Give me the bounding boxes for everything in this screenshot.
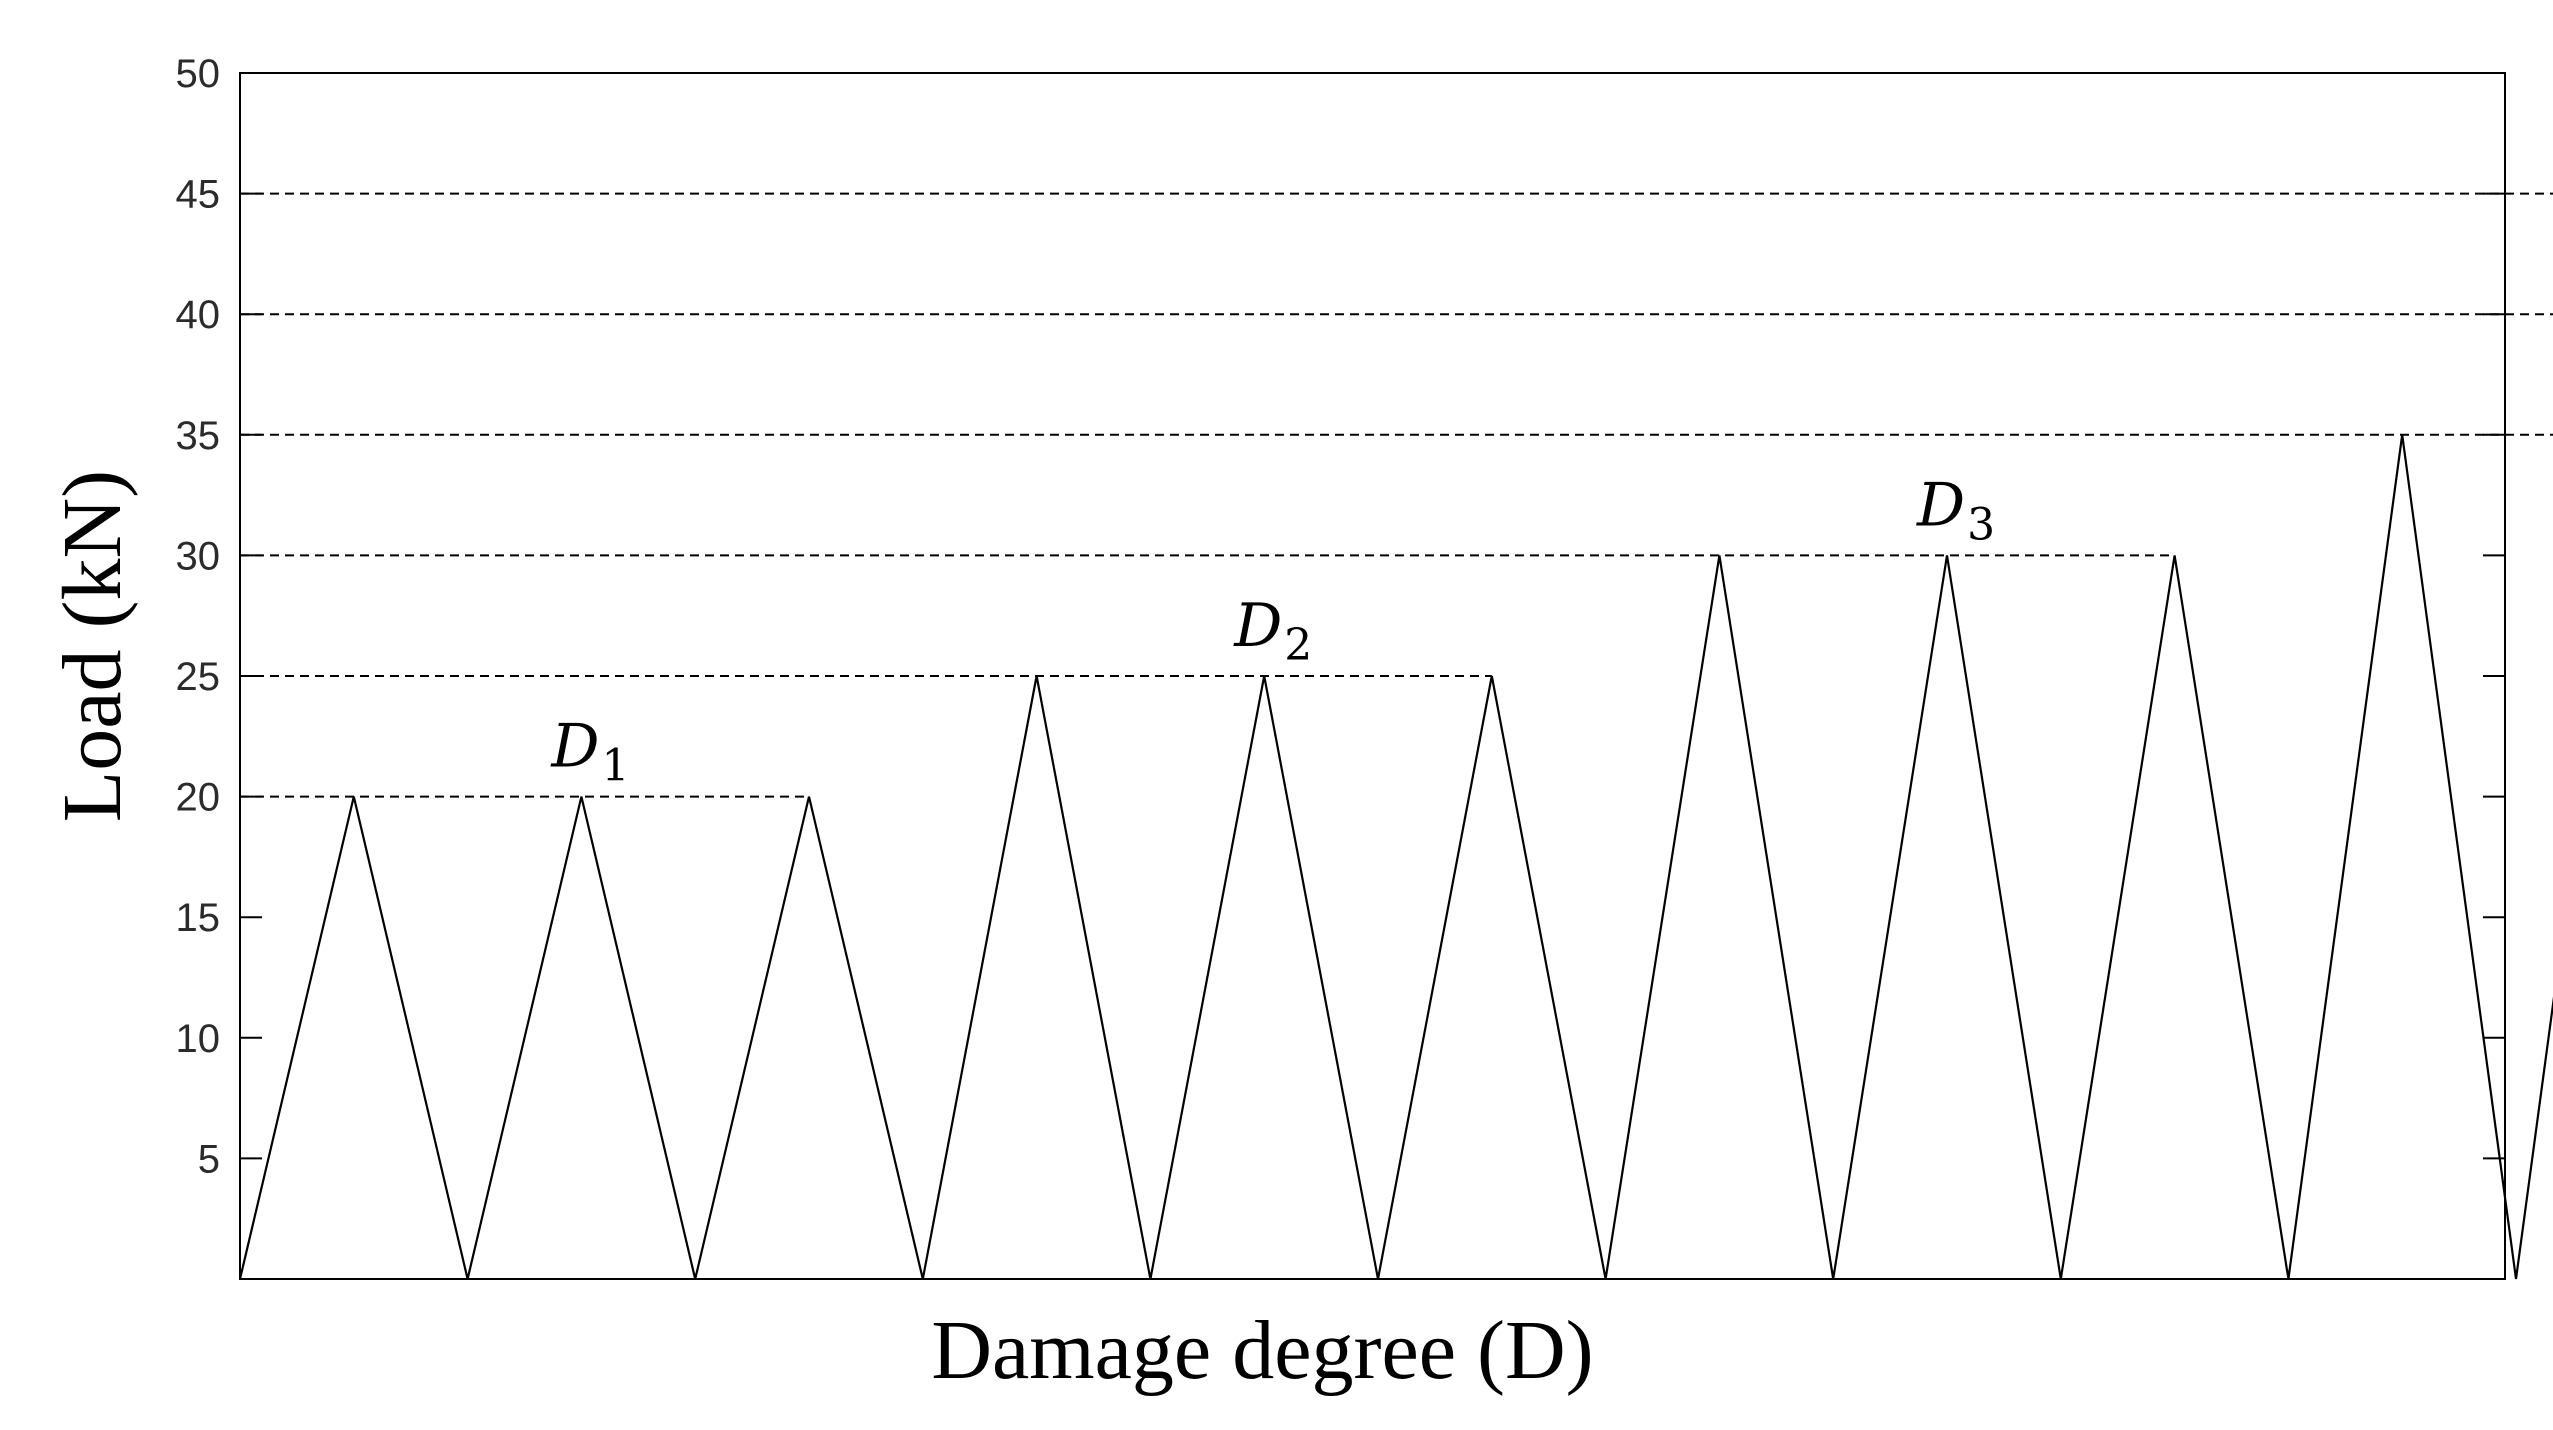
y-tick-label-45: 45	[176, 173, 221, 217]
y-tick-label-20: 20	[176, 776, 221, 820]
y-tick-label-40: 40	[176, 293, 221, 337]
plot-frame	[239, 72, 2506, 1280]
damage-label-subscript-1: 1	[602, 741, 630, 792]
reference-lines	[240, 192, 2553, 798]
x-axis-title: Damage degree (D)	[931, 1304, 1593, 1397]
y-tick-label-30: 30	[176, 534, 221, 578]
y-tick-label-35: 35	[176, 414, 221, 458]
y-axis-title: Load (kN)	[46, 470, 139, 822]
damage-labels: D1D2D3D4D5D6	[550, 470, 1995, 792]
y-tick-label-10: 10	[176, 1017, 221, 1061]
series-layer	[238, 434, 2553, 1280]
y-axis-ticks: 5 10 15 20 25 30 35 40 45 50	[176, 52, 2505, 1181]
y-tick-label-15: 15	[176, 896, 221, 940]
damage-label-2: D2	[1233, 591, 1312, 671]
y-tick-label-50: 50	[176, 52, 221, 96]
damage-label-subscript-3: 3	[1967, 499, 1995, 550]
y-tick-label-25: 25	[176, 655, 221, 699]
damage-label-3: D3	[1916, 470, 1995, 550]
damage-label-subscript-2: 2	[1284, 620, 1312, 671]
series-line-1	[238, 434, 2553, 1280]
damage-label-1: D1	[550, 712, 629, 792]
y-tick-label-5: 5	[198, 1137, 220, 1181]
